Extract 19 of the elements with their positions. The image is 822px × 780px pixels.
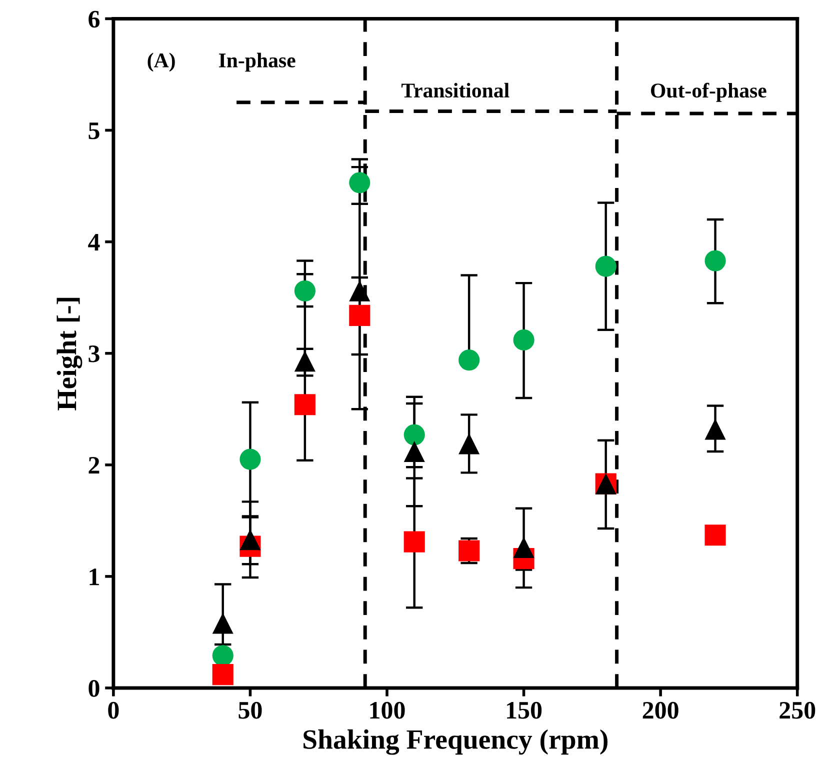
y-tick-label: 0 [88,680,100,697]
x-tick-label: 200 [642,702,678,719]
y-tick-label: 5 [88,122,100,140]
annotation: In-phase [218,52,296,72]
y-axis-title: Height [-] [56,298,82,410]
x-tick-label: 0 [108,702,119,719]
annotation: Out-of-phase [651,82,766,102]
x-tick-label: 100 [370,702,405,719]
y-tick-label: 3 [88,345,100,362]
y-tick-label: 6 [88,10,100,28]
y-tick-label: 1 [90,568,99,586]
x-axis-title: Shaking Frequency (rpm) [304,729,608,755]
annotation: (A) [148,52,175,72]
y-tick-label: 2 [88,457,100,474]
x-tick-label: 250 [780,702,816,719]
x-tick-label: 150 [507,702,542,719]
y-tick-label: 4 [88,234,100,250]
x-tick-label: 50 [238,702,262,719]
annotation: Transitional [401,82,510,98]
